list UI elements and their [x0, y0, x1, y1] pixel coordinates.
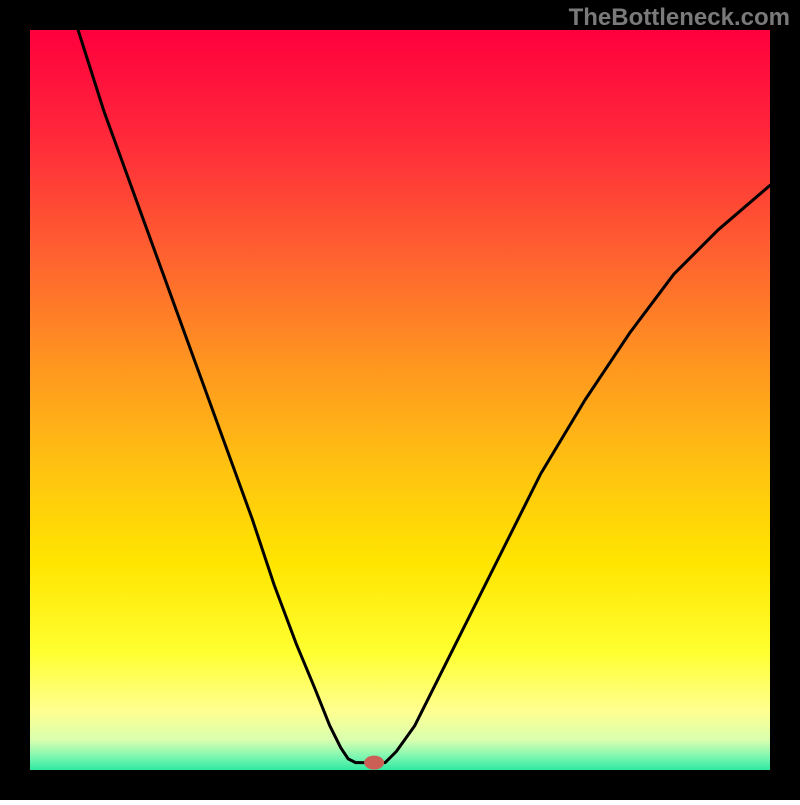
marker-dot [364, 756, 384, 770]
bottleneck-chart [0, 0, 800, 800]
watermark-text: TheBottleneck.com [569, 4, 790, 32]
chart-container: { "watermark": "TheBottleneck.com", "cha… [0, 0, 800, 800]
plot-background [30, 30, 770, 770]
